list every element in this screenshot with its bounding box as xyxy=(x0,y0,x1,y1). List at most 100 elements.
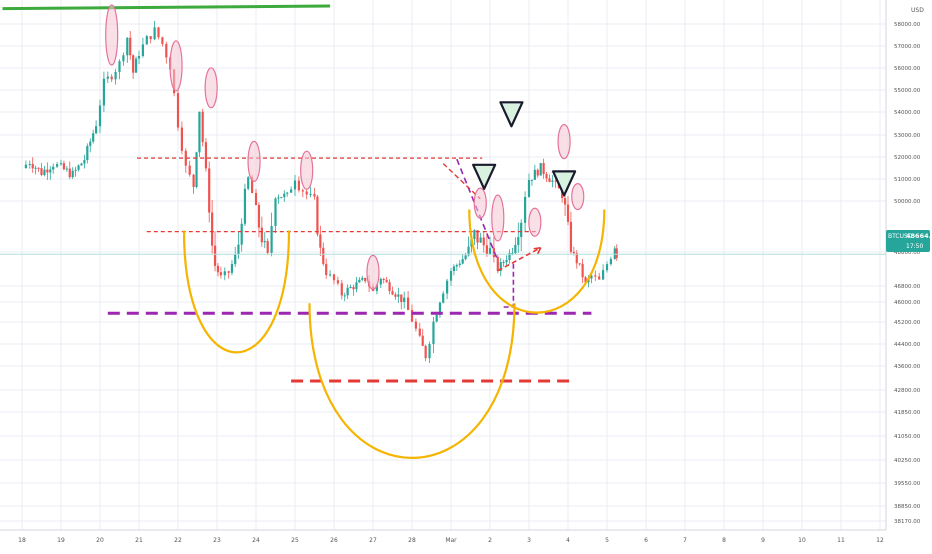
candle-body xyxy=(442,293,445,303)
pink-highlight-ellipse xyxy=(557,124,571,160)
time-tick-label: 11 xyxy=(837,537,845,544)
price-tick-label: 46000.00 xyxy=(894,300,921,306)
candle-body xyxy=(280,197,283,199)
time-axis-background xyxy=(0,530,932,550)
candle-body xyxy=(149,36,152,40)
time-tick-label: 6 xyxy=(644,537,648,544)
candle-body xyxy=(400,294,403,302)
candle-body xyxy=(476,230,479,243)
candle-body xyxy=(243,188,247,224)
candle-body xyxy=(49,169,52,173)
candle-body xyxy=(375,284,378,291)
candle-body xyxy=(566,204,570,222)
candle-body xyxy=(31,163,34,169)
candle-body xyxy=(277,197,280,199)
candle-body xyxy=(499,262,502,272)
candle-body xyxy=(56,164,59,167)
time-tick-label: 12 xyxy=(876,537,884,544)
candle-body xyxy=(563,198,567,205)
candle-body xyxy=(92,133,95,142)
candle-body xyxy=(86,145,89,161)
red-dashed-arrow xyxy=(497,247,542,272)
candle-body xyxy=(145,36,148,45)
candle-body xyxy=(201,111,204,143)
candle-body xyxy=(227,271,230,273)
candle-body xyxy=(615,248,618,258)
candle-body xyxy=(542,163,545,175)
candle-body xyxy=(114,71,117,80)
candle-body xyxy=(394,294,397,297)
candle-body xyxy=(479,237,482,243)
candle-body xyxy=(464,255,467,260)
candle-body xyxy=(505,260,508,263)
down-triangle-marker xyxy=(552,170,577,197)
candle-body xyxy=(89,141,92,146)
candle-body xyxy=(485,245,488,255)
time-tick-label: 5 xyxy=(605,537,609,544)
candle-body xyxy=(346,287,349,296)
candle-body xyxy=(297,180,300,191)
candle-body xyxy=(428,343,431,359)
candle-body xyxy=(352,287,355,290)
price-tick-label: 48800.00 xyxy=(894,250,921,256)
price-tick-label: 54000.00 xyxy=(894,110,921,116)
time-tick-label: 18 xyxy=(18,537,26,544)
candle-body xyxy=(361,277,364,280)
price-tick-label: 57000.00 xyxy=(894,44,921,50)
price-tick-label: 56000.00 xyxy=(894,66,921,72)
price-tick-label: 45200.00 xyxy=(894,320,921,326)
candle-body xyxy=(52,166,55,170)
time-tick-label: 24 xyxy=(252,537,260,544)
candle-body xyxy=(126,37,129,56)
price-tick-label: 40250.00 xyxy=(894,458,921,464)
candle-body xyxy=(473,230,476,240)
candle-body xyxy=(340,283,343,296)
candle-body xyxy=(382,278,385,280)
time-tick-label: 25 xyxy=(291,537,299,544)
candle-body xyxy=(329,274,332,276)
time-axis[interactable]: 18 19 20 21 22 23 24 25 26 27 28 Mar 2 3 4 5 6 7 8 9 10 11 12 xyxy=(0,529,932,550)
green-trendline xyxy=(2,4,331,11)
candle-body xyxy=(594,275,597,277)
pink-highlight-ellipse xyxy=(204,67,218,109)
candle-body xyxy=(83,160,86,164)
price-tick-label: 46800.00 xyxy=(894,284,921,290)
candle-body xyxy=(569,221,573,252)
price-tick-label: 58000.00 xyxy=(894,22,921,28)
price-tick-label: 53000.00 xyxy=(894,133,921,139)
time-tick-label: Mar xyxy=(445,537,457,544)
candle-body xyxy=(349,287,352,289)
candle-body xyxy=(223,271,226,276)
time-tick-label: 10 xyxy=(798,537,806,544)
candle-body xyxy=(452,266,456,272)
candle-body xyxy=(325,263,328,276)
candle-body xyxy=(192,174,195,187)
candle-body xyxy=(502,262,505,264)
candle-body xyxy=(530,179,534,181)
candle-body xyxy=(208,168,211,213)
candle-body xyxy=(545,174,548,179)
candle-body xyxy=(572,251,575,254)
pink-highlight-ellipse xyxy=(247,140,261,182)
candle-body xyxy=(213,245,217,266)
price-tick-label: 38850.00 xyxy=(894,504,921,510)
time-tick-label: 3 xyxy=(527,537,531,544)
candle-body xyxy=(234,254,237,265)
candle-body xyxy=(266,241,269,253)
candle-body xyxy=(286,192,289,194)
candle-body xyxy=(141,44,144,57)
candle-body xyxy=(290,189,293,193)
price-axis[interactable]: 58000.00 57000.00 56000.00 55000.00 54000.00… xyxy=(885,0,932,550)
time-tick-label: 2 xyxy=(488,537,492,544)
candle-body xyxy=(536,169,539,176)
candle-body xyxy=(180,127,183,151)
candle-body xyxy=(598,276,601,280)
candle-body xyxy=(343,295,346,297)
candle-body xyxy=(575,253,578,264)
candle-body xyxy=(254,193,258,205)
candle-body xyxy=(24,164,27,168)
candle-body xyxy=(508,253,511,261)
candle-body xyxy=(397,294,400,297)
candle-body xyxy=(122,55,125,62)
